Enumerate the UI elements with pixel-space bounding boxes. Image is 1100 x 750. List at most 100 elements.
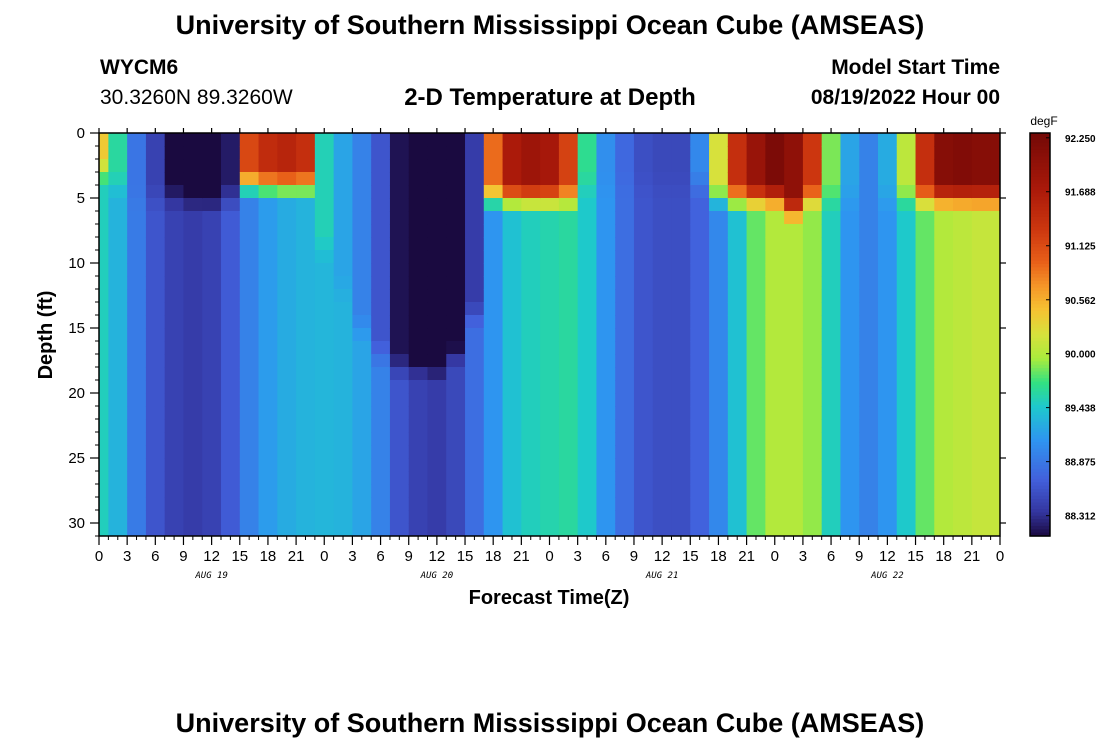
heatmap-cell — [408, 380, 429, 394]
heatmap-cell — [915, 445, 935, 459]
heatmap-cell — [465, 185, 485, 199]
heatmap-cell — [671, 172, 691, 186]
heatmap-cell — [446, 367, 466, 381]
heatmap-cell — [183, 237, 203, 251]
heatmap-cell — [502, 224, 522, 238]
heatmap-cell — [746, 302, 766, 316]
heatmap-cell — [389, 354, 410, 368]
heatmap-cell — [577, 328, 598, 342]
heatmap-cell — [446, 458, 466, 472]
heatmap-cell — [521, 497, 541, 511]
heatmap-cell — [840, 172, 860, 186]
heatmap-cell — [239, 380, 260, 394]
heatmap-cell — [127, 159, 147, 173]
heatmap-cell — [671, 406, 691, 420]
heatmap-cell — [296, 380, 316, 394]
heatmap-cell — [540, 224, 560, 238]
heatmap-cell — [221, 341, 241, 355]
heatmap-cell — [521, 146, 541, 160]
heatmap-cell — [746, 315, 766, 329]
heatmap-cell — [558, 198, 579, 212]
heatmap-cell — [314, 510, 335, 524]
heatmap-cell — [596, 484, 616, 498]
heatmap-cell — [145, 211, 166, 225]
heatmap-cell — [746, 224, 766, 238]
heatmap-cell — [277, 471, 297, 485]
heatmap-cell — [896, 276, 917, 290]
colorbar-segment — [1030, 462, 1050, 467]
heatmap-cell — [202, 159, 222, 173]
heatmap-cell — [408, 328, 429, 342]
heatmap-cell — [127, 497, 147, 511]
heatmap-cell — [990, 302, 1000, 316]
heatmap-cell — [577, 133, 598, 147]
heatmap-cell — [596, 406, 616, 420]
heatmap-cell — [408, 172, 429, 186]
heatmap-cell — [446, 471, 466, 485]
colorbar-segment — [1030, 448, 1050, 453]
heatmap-cell — [671, 367, 691, 381]
heatmap-cell — [765, 159, 785, 173]
heatmap-cell — [333, 510, 354, 524]
heatmap-cell — [746, 471, 766, 485]
heatmap-cell — [690, 471, 710, 485]
heatmap-cell — [765, 458, 785, 472]
heatmap-cell — [558, 302, 579, 316]
heatmap-cell — [577, 523, 598, 536]
heatmap-cell — [840, 224, 860, 238]
colorbar-segment — [1030, 492, 1050, 497]
colorbar-tick-label: 89.438 — [1065, 404, 1096, 415]
heatmap-cell — [615, 276, 635, 290]
heatmap-cell — [296, 419, 316, 433]
colorbar-segment — [1030, 139, 1050, 144]
heatmap-cell — [314, 185, 335, 199]
heatmap-cell — [784, 289, 804, 303]
heatmap-cell — [690, 380, 710, 394]
heatmap-cell — [934, 523, 954, 536]
heatmap-cell — [446, 419, 466, 433]
heatmap-cell — [296, 510, 316, 524]
heatmap-cell — [521, 341, 541, 355]
heatmap-cell — [127, 133, 147, 147]
heatmap-cell — [277, 432, 297, 446]
x-tick-label: 18 — [935, 548, 952, 565]
heatmap-cell — [990, 380, 1000, 394]
heatmap-cell — [896, 419, 917, 433]
heatmap-cell — [296, 471, 316, 485]
heatmap-cell — [296, 289, 316, 303]
heatmap-cell — [99, 315, 109, 329]
heatmap-cell — [521, 458, 541, 472]
heatmap-cell — [221, 315, 241, 329]
heatmap-cell — [633, 146, 654, 160]
heatmap-cell — [446, 146, 466, 160]
heatmap-cell — [108, 380, 128, 394]
heatmap-cell — [596, 211, 616, 225]
heatmap-cell — [709, 172, 729, 186]
heatmap-cell — [371, 211, 391, 225]
colorbar-segment — [1030, 445, 1050, 450]
heatmap-cell — [558, 510, 579, 524]
heatmap-cell — [934, 211, 954, 225]
heatmap-cell — [352, 393, 372, 407]
heatmap-cell — [521, 263, 541, 277]
heatmap-cell — [990, 224, 1000, 238]
heatmap-cell — [596, 497, 616, 511]
x-tick-label: 12 — [429, 548, 446, 565]
colorbar-segment — [1030, 421, 1050, 426]
heatmap-cell — [596, 159, 616, 173]
heatmap-cell — [671, 224, 691, 238]
heatmap-cell — [784, 510, 804, 524]
heatmap-cell — [483, 198, 504, 212]
heatmap-cell — [727, 185, 748, 199]
heatmap-cell — [183, 445, 203, 459]
heatmap-cell — [652, 419, 673, 433]
heatmap-cell — [558, 471, 579, 485]
heatmap-cell — [784, 263, 804, 277]
heatmap-cell — [558, 432, 579, 446]
heatmap-cell — [915, 497, 935, 511]
heatmap-cell — [859, 419, 879, 433]
heatmap-cell — [633, 172, 654, 186]
heatmap-cell — [371, 497, 391, 511]
heatmap-cell — [915, 211, 935, 225]
heatmap-cell — [896, 315, 917, 329]
